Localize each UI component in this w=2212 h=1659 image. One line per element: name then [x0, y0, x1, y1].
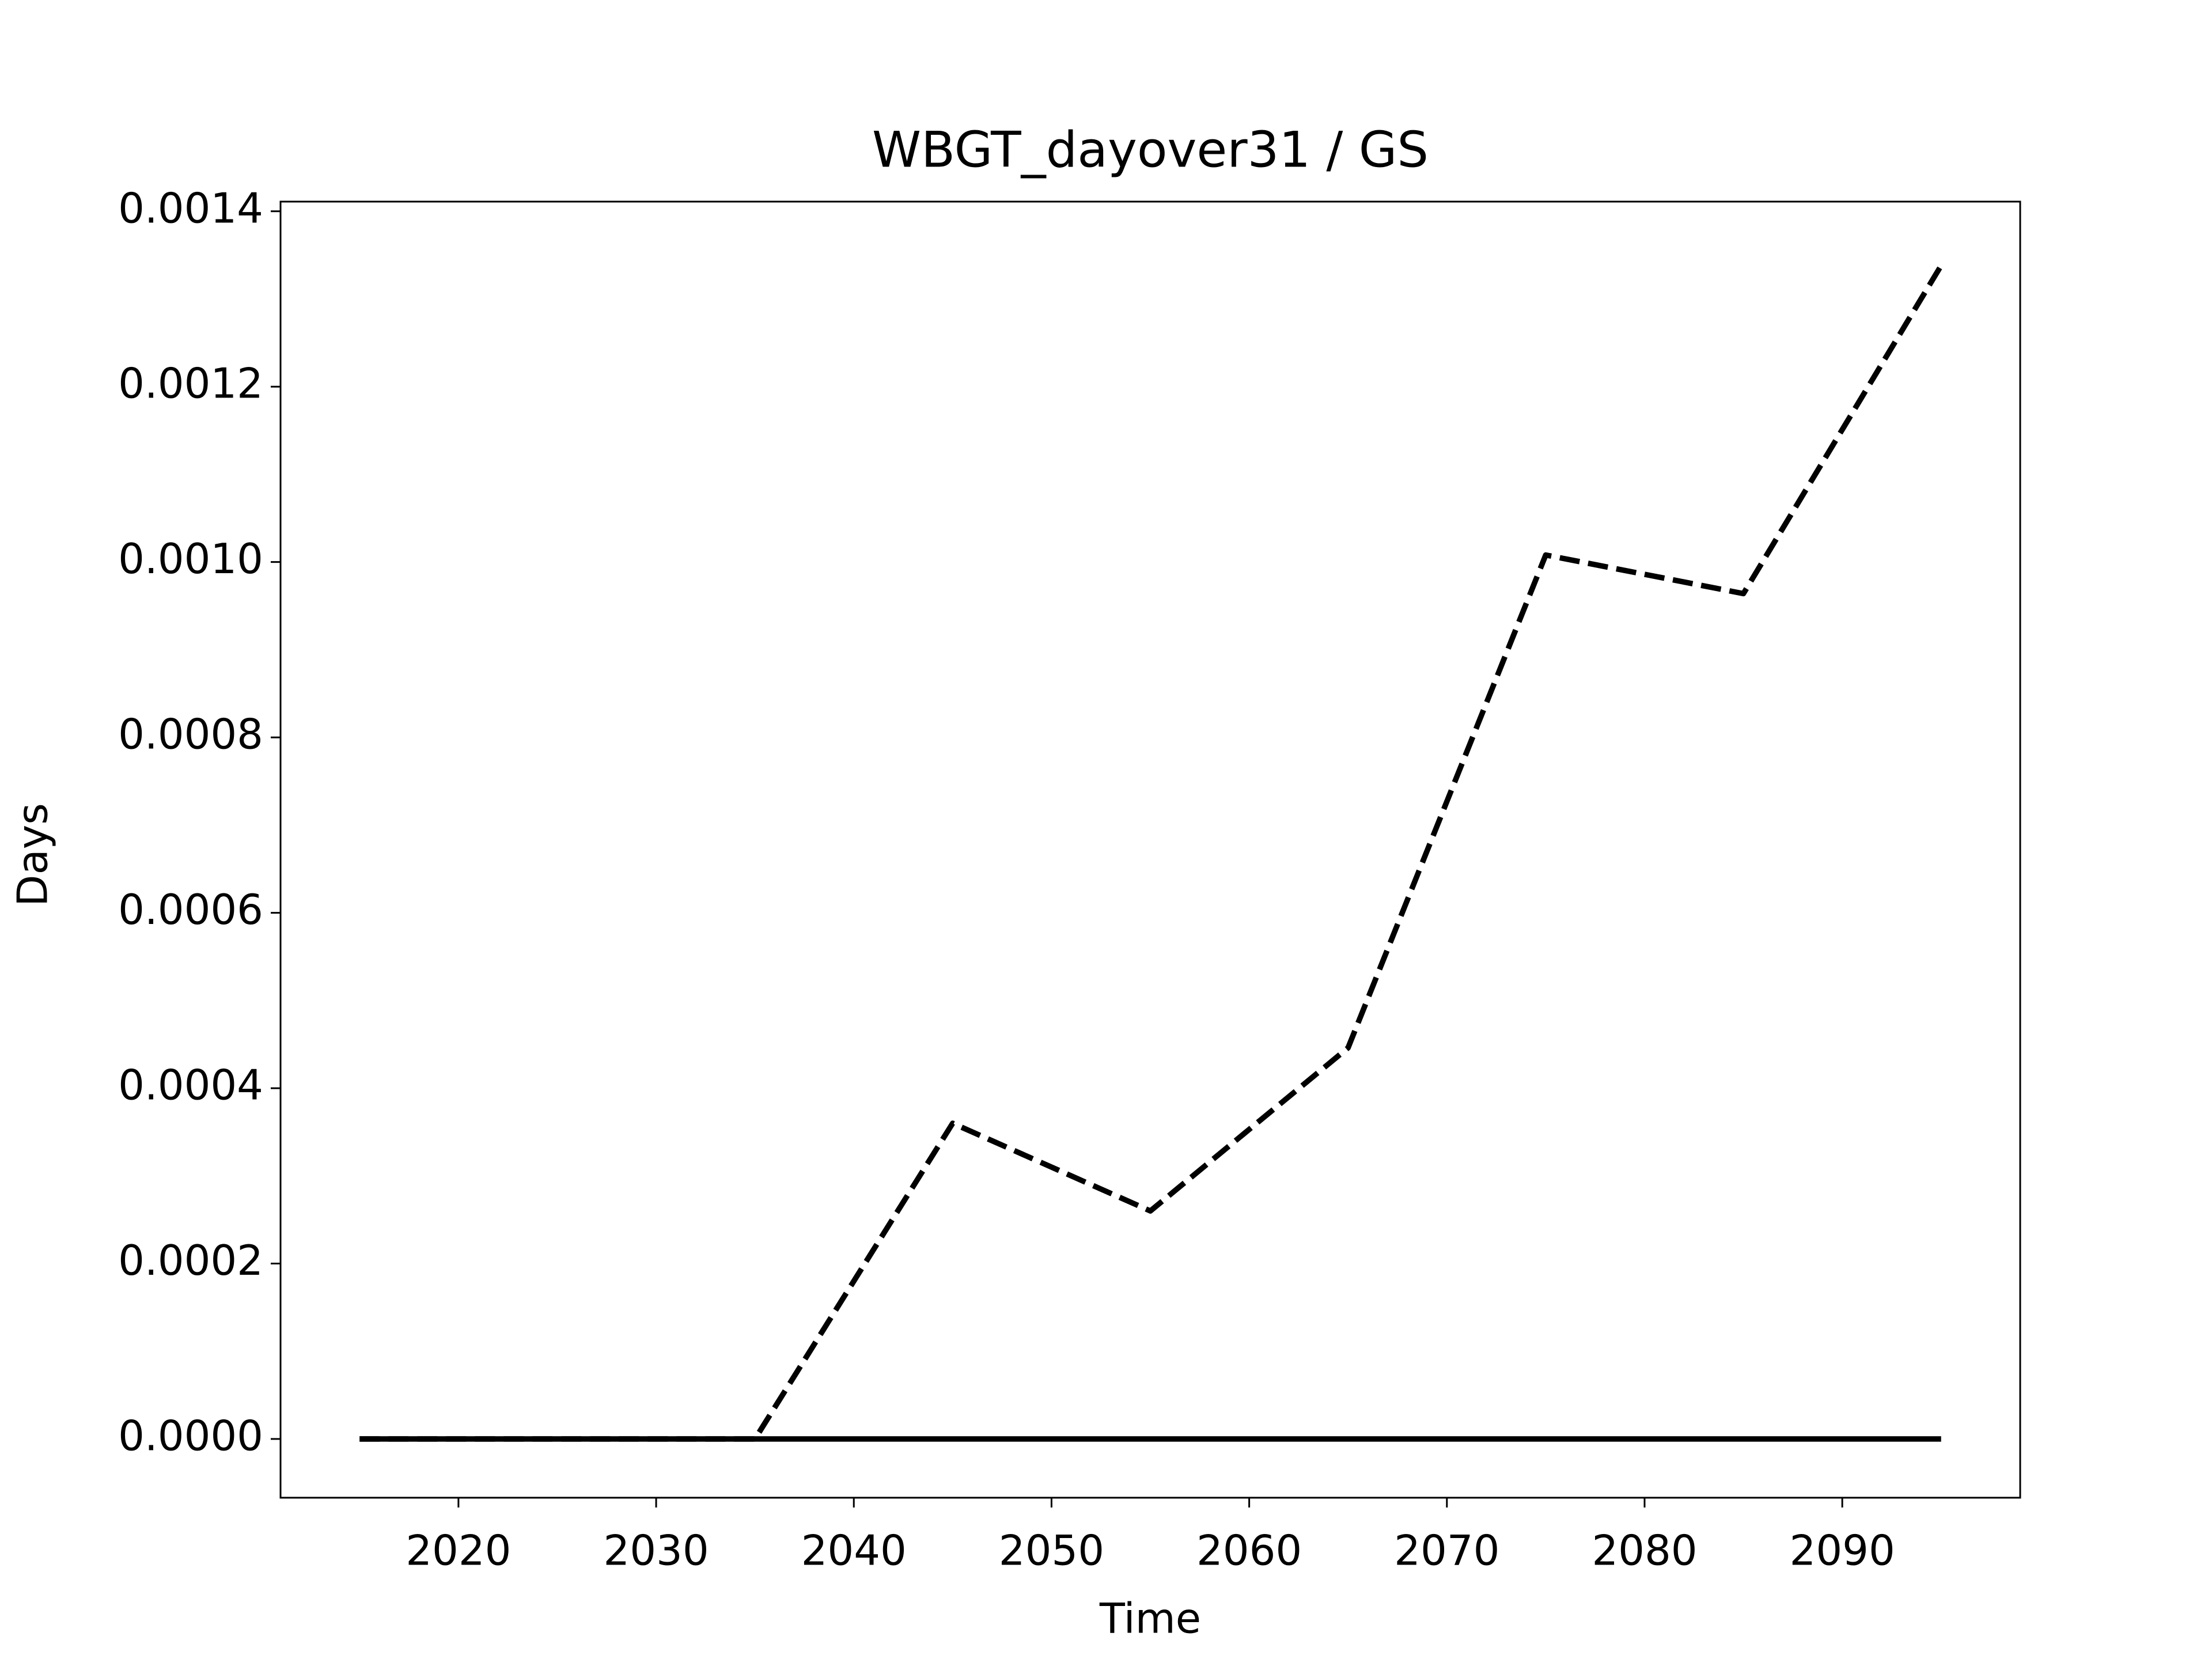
chart-title: WBGT_dayover31 / GS: [872, 121, 1429, 179]
y-tick-label: 0.0012: [118, 359, 263, 408]
y-tick-label: 0.0008: [118, 710, 263, 759]
y-tick-label: 0.0014: [118, 184, 263, 232]
x-axis-label: Time: [1099, 1594, 1201, 1643]
x-tick-label: 2080: [1592, 1527, 1697, 1575]
x-tick-label: 2020: [406, 1527, 511, 1575]
y-tick-label: 0.0000: [118, 1412, 263, 1460]
y-tick-label: 0.0006: [118, 885, 263, 934]
x-tick-label: 2040: [801, 1527, 907, 1575]
y-tick-label: 0.0010: [118, 535, 263, 583]
y-tick-label: 0.0002: [118, 1236, 263, 1285]
x-tick-label: 2070: [1394, 1527, 1499, 1575]
x-tick-label: 2050: [999, 1527, 1104, 1575]
x-tick-label: 2030: [603, 1527, 709, 1575]
x-tick-label: 2060: [1196, 1527, 1302, 1575]
series-line: [359, 264, 1944, 1442]
y-tick-label: 0.0004: [118, 1061, 263, 1109]
plot-frame: [279, 200, 2021, 1499]
x-tick-label: 2090: [1790, 1527, 1895, 1575]
y-axis-label: Days: [9, 803, 57, 907]
